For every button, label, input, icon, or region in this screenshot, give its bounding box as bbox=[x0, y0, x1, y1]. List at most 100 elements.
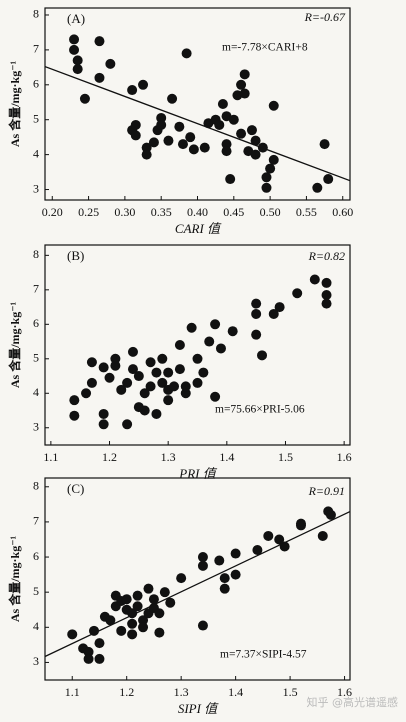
y-tick-label: 8 bbox=[33, 247, 39, 261]
point bbox=[148, 594, 159, 605]
point bbox=[268, 154, 279, 165]
point bbox=[116, 625, 127, 636]
panel-label: (B) bbox=[67, 248, 84, 263]
plot-frame bbox=[44, 477, 351, 681]
point bbox=[83, 653, 94, 664]
point bbox=[141, 142, 152, 153]
point bbox=[138, 79, 149, 90]
point bbox=[127, 618, 138, 629]
point bbox=[180, 388, 191, 399]
point bbox=[139, 388, 150, 399]
point bbox=[317, 530, 328, 541]
point bbox=[321, 277, 332, 288]
point bbox=[130, 119, 141, 130]
y-axis-label: As 含量/mg·kg⁻¹ bbox=[7, 60, 22, 147]
point bbox=[154, 608, 165, 619]
y-tick-label: 4 bbox=[33, 385, 39, 399]
point bbox=[127, 629, 138, 640]
y-tick-label: 4 bbox=[33, 146, 39, 160]
point bbox=[263, 530, 274, 541]
x-tick-label: 0.35 bbox=[151, 205, 172, 219]
point bbox=[138, 622, 149, 633]
fit-line bbox=[45, 510, 350, 658]
point bbox=[98, 362, 109, 373]
point bbox=[151, 408, 162, 419]
point bbox=[261, 182, 272, 193]
point bbox=[268, 308, 279, 319]
point bbox=[214, 119, 225, 130]
point bbox=[197, 560, 208, 571]
point bbox=[98, 419, 109, 430]
point bbox=[309, 274, 320, 285]
y-axis-label: As 含量/mg·kg⁻¹ bbox=[7, 301, 22, 388]
point bbox=[151, 367, 162, 378]
annotation: R=0.91 bbox=[308, 484, 345, 498]
point bbox=[251, 308, 262, 319]
x-tick-label: 0.60 bbox=[332, 205, 353, 219]
y-tick-label: 7 bbox=[33, 42, 39, 56]
point bbox=[122, 419, 133, 430]
point bbox=[105, 615, 116, 626]
point bbox=[145, 381, 156, 392]
point bbox=[148, 137, 159, 148]
point bbox=[110, 353, 121, 364]
point bbox=[81, 388, 92, 399]
point bbox=[265, 163, 276, 174]
point bbox=[127, 85, 138, 96]
x-tick-label: 1.6 bbox=[337, 685, 352, 699]
x-tick-label: 0.55 bbox=[296, 205, 317, 219]
y-tick-label: 4 bbox=[33, 619, 39, 633]
point bbox=[185, 132, 196, 143]
point bbox=[197, 552, 208, 563]
point bbox=[239, 69, 250, 80]
watermark: 知乎 @高光谱遥感 bbox=[307, 695, 399, 709]
point bbox=[94, 638, 105, 649]
y-tick-label: 8 bbox=[33, 479, 39, 493]
panel-label: (A) bbox=[67, 11, 85, 26]
point bbox=[210, 391, 221, 402]
annotation: R=-0.67 bbox=[304, 10, 346, 24]
point bbox=[292, 288, 303, 299]
point bbox=[110, 360, 121, 371]
x-tick-label: 1.4 bbox=[228, 685, 243, 699]
point bbox=[221, 139, 232, 150]
point bbox=[132, 601, 143, 612]
point bbox=[321, 298, 332, 309]
fit-line bbox=[45, 65, 350, 182]
x-tick-label: 0.25 bbox=[78, 205, 99, 219]
point bbox=[174, 340, 185, 350]
point bbox=[261, 172, 272, 183]
point bbox=[157, 377, 168, 388]
x-tick-label: 0.30 bbox=[114, 205, 135, 219]
point bbox=[122, 377, 133, 388]
point bbox=[312, 182, 323, 193]
x-tick-label: 0.45 bbox=[223, 205, 244, 219]
point bbox=[94, 36, 105, 47]
point bbox=[323, 174, 334, 185]
point bbox=[215, 343, 226, 354]
equation: m=75.66×PRI-5.06 bbox=[215, 404, 305, 416]
point bbox=[251, 298, 262, 309]
y-tick-label: 5 bbox=[33, 584, 39, 598]
point bbox=[257, 350, 268, 361]
point bbox=[133, 371, 144, 382]
point bbox=[139, 405, 150, 416]
x-axis-label: PRI 值 bbox=[178, 466, 217, 481]
point bbox=[127, 346, 138, 357]
point bbox=[252, 545, 263, 556]
point bbox=[246, 125, 257, 136]
point bbox=[236, 79, 247, 90]
point bbox=[295, 520, 306, 531]
point bbox=[236, 128, 247, 139]
point bbox=[167, 93, 178, 104]
point bbox=[105, 58, 116, 69]
panel-label: (C) bbox=[67, 481, 84, 496]
point bbox=[163, 367, 174, 378]
point bbox=[319, 139, 330, 150]
point bbox=[325, 509, 336, 520]
x-tick-label: 0.20 bbox=[42, 205, 63, 219]
x-tick-label: 1.2 bbox=[119, 685, 134, 699]
point bbox=[225, 174, 236, 185]
point bbox=[210, 319, 221, 330]
point bbox=[180, 381, 191, 392]
